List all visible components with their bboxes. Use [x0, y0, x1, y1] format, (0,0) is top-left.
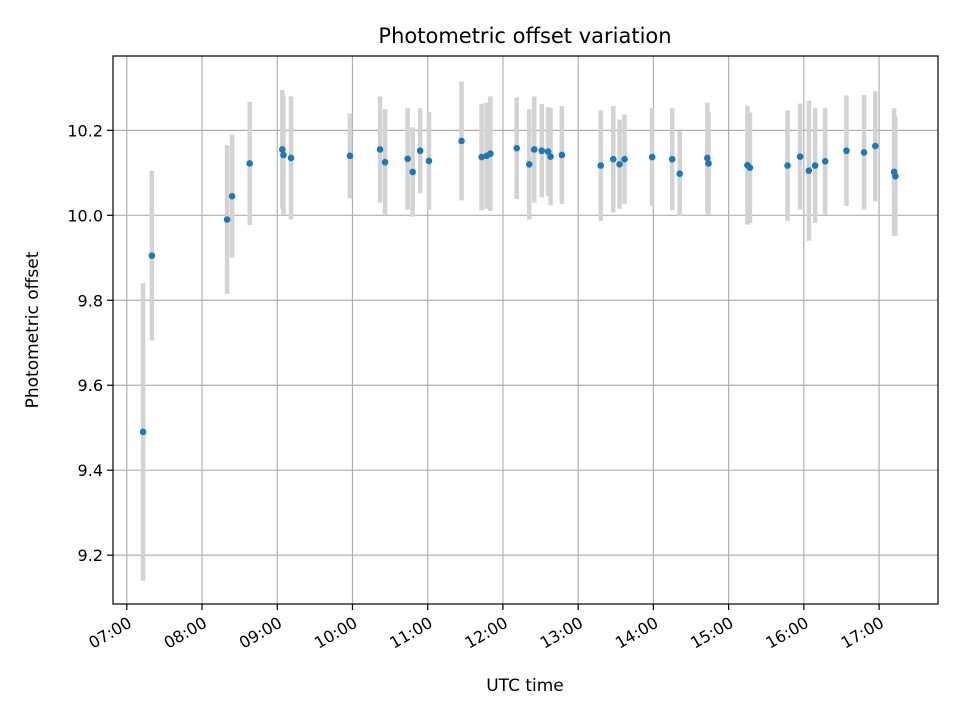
data-point: [458, 137, 465, 145]
data-point: [705, 160, 712, 167]
x-axis-ticks: 07:00 08:00 09:00 10:00 11:00 12:00 13:00 14:00…: [85, 604, 887, 653]
x-tick-label: 17:00: [838, 613, 887, 653]
grid: [113, 56, 938, 604]
data-point: [487, 150, 494, 158]
data-point: [223, 216, 231, 223]
x-tick-label: 16:00: [762, 613, 811, 653]
y-tick-label: 10.2: [67, 121, 103, 140]
data-point: [547, 153, 554, 160]
data-point: [246, 160, 253, 167]
error-bars: [140, 81, 898, 581]
y-tick-label: 9.4: [78, 461, 103, 480]
data-point: [676, 170, 684, 177]
data-point: [280, 151, 287, 159]
data-point: [872, 142, 879, 150]
data-point: [409, 168, 416, 176]
x-tick-label: 13:00: [537, 613, 586, 653]
data-point: [811, 162, 819, 169]
data-point: [609, 155, 617, 163]
data-point: [558, 151, 566, 159]
data-point: [404, 155, 411, 163]
data-point: [668, 155, 676, 163]
data-point: [416, 147, 424, 155]
plot-frame: [112, 55, 939, 605]
x-tick-label: 14:00: [612, 613, 661, 653]
x-tick-label: 09:00: [236, 613, 285, 653]
data-point: [746, 164, 754, 172]
data-points: [139, 137, 899, 436]
data-point: [796, 153, 804, 160]
data-point: [648, 153, 656, 161]
x-tick-label: 12:00: [461, 613, 510, 653]
y-tick-label: 9.8: [78, 291, 103, 310]
data-point: [278, 146, 286, 153]
y-axis-label: Photometric offset: [23, 251, 43, 408]
data-point: [478, 153, 485, 161]
data-point: [544, 148, 552, 155]
y-tick-label: 10.0: [67, 206, 103, 225]
data-point: [425, 157, 433, 165]
data-point: [228, 192, 236, 200]
data-point: [821, 158, 829, 165]
y-axis-ticks: 9.2 9.4 9.6 9.8 10.0 10.2: [67, 121, 113, 565]
x-tick-label: 11:00: [386, 613, 435, 653]
data-point: [616, 161, 623, 168]
x-tick-label: 10:00: [311, 613, 360, 653]
data-point: [139, 428, 147, 436]
data-point: [784, 162, 791, 169]
data-point: [704, 154, 711, 162]
data-point: [538, 147, 546, 155]
data-point: [621, 155, 628, 163]
chart-title: Photometric offset variation: [378, 24, 671, 48]
data-point: [892, 172, 899, 180]
x-axis-label: UTC time: [486, 676, 564, 696]
data-point: [843, 147, 850, 155]
x-tick-label: 15:00: [687, 613, 736, 653]
x-tick-label: 08:00: [161, 613, 210, 653]
data-point: [287, 154, 295, 162]
data-point: [805, 167, 813, 174]
data-point: [597, 162, 605, 169]
data-point: [376, 146, 384, 153]
y-tick-label: 9.6: [78, 376, 103, 395]
data-point: [525, 161, 533, 168]
data-point: [513, 144, 521, 152]
y-tick-label: 9.2: [78, 546, 103, 565]
x-tick-label: 07:00: [85, 613, 134, 653]
data-point: [860, 149, 868, 156]
data-point: [530, 146, 538, 153]
data-point: [346, 152, 354, 160]
data-point: [148, 252, 156, 259]
data-point: [381, 158, 389, 166]
